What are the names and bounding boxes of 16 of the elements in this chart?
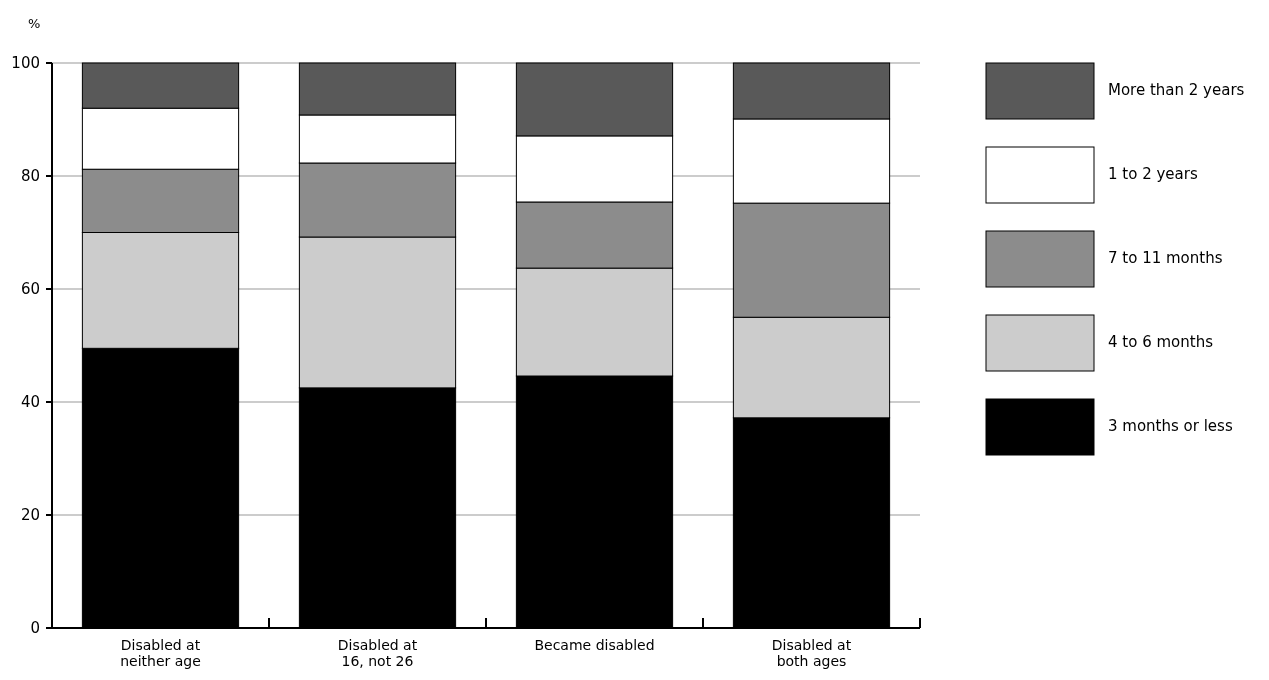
text: 7 to 11 months [1108,249,1223,267]
x-tick-label: Became disabled [534,637,655,653]
text: 3 months or less [1108,417,1233,435]
text: 4 to 6 months [1108,333,1214,351]
y-tick-label: 100 [11,54,40,73]
text: More than 2 years [1108,81,1245,99]
x-tick-label: Disabled at both ages [771,637,852,669]
y-tick-label: 20 [20,506,40,525]
x-tick-label: Disabled at neither age [120,637,201,669]
y-tick-label: 40 [20,393,40,412]
y-tick-label: 80 [20,167,40,186]
y-tick-label: 0 [30,619,40,638]
y-tick-label: 60 [20,280,40,299]
x-tick-label: Disabled at 16, not 26 [337,637,418,669]
y-axis-title: % [28,16,41,31]
text: 1 to 2 years [1108,165,1198,183]
